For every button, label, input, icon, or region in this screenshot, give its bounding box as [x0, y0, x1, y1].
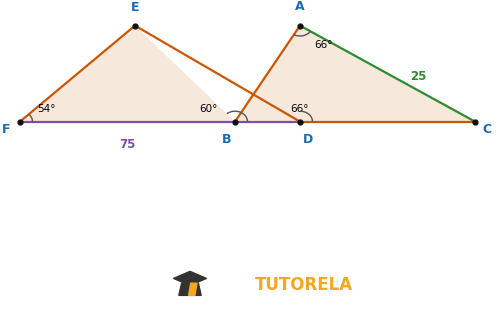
Polygon shape: [20, 26, 235, 122]
Polygon shape: [179, 283, 201, 295]
Text: 25: 25: [410, 70, 426, 83]
Text: E: E: [131, 1, 139, 14]
Text: TUTORELA: TUTORELA: [255, 276, 353, 294]
Text: D: D: [302, 133, 313, 147]
Text: 54°: 54°: [38, 104, 56, 114]
Text: 75: 75: [120, 138, 136, 151]
Text: F: F: [2, 123, 10, 136]
Polygon shape: [174, 271, 206, 285]
Text: C: C: [482, 123, 492, 136]
Polygon shape: [235, 26, 475, 122]
Polygon shape: [188, 283, 197, 295]
Text: 66°: 66°: [290, 104, 308, 114]
Text: A: A: [295, 0, 305, 13]
Text: 66°: 66°: [314, 40, 332, 50]
Text: 60°: 60°: [199, 104, 218, 114]
Text: B: B: [222, 133, 231, 146]
